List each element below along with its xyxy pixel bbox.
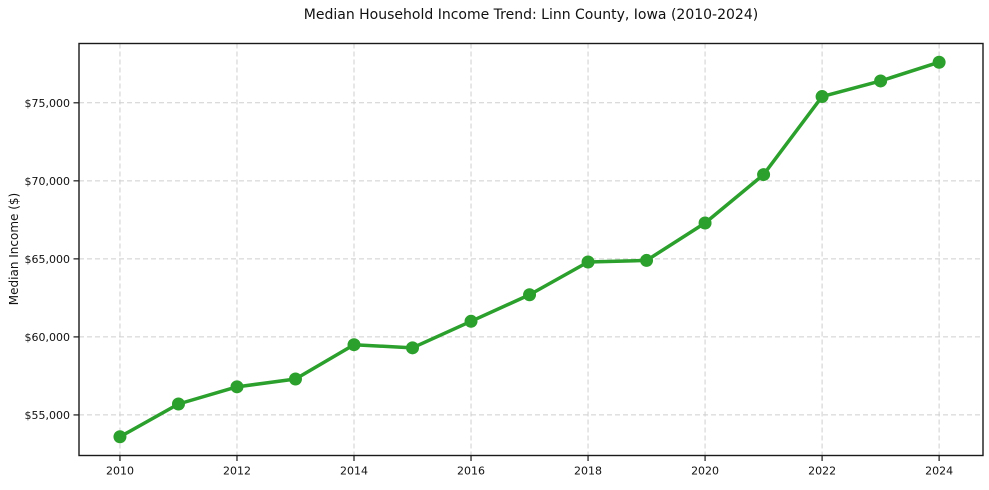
plot-background xyxy=(79,43,983,456)
x-tick-label: 2020 xyxy=(691,465,719,478)
data-point-2017 xyxy=(523,288,537,302)
data-point-2016 xyxy=(464,314,478,328)
data-point-2010 xyxy=(113,430,127,444)
x-tick-label: 2024 xyxy=(925,465,953,478)
data-point-2020 xyxy=(698,216,712,230)
x-tick-label: 2018 xyxy=(574,465,602,478)
x-tick-label: 2012 xyxy=(223,465,251,478)
chart-title: Median Household Income Trend: Linn Coun… xyxy=(303,7,759,23)
data-point-2022 xyxy=(815,90,829,104)
data-point-2024 xyxy=(932,55,946,69)
y-tick-label: $60,000 xyxy=(25,331,71,344)
x-tick-label: 2022 xyxy=(808,465,836,478)
x-tick-label: 2016 xyxy=(457,465,485,478)
data-point-2014 xyxy=(347,338,361,352)
data-point-2019 xyxy=(640,253,654,267)
data-point-2015 xyxy=(406,341,420,355)
data-point-2011 xyxy=(171,397,185,411)
data-point-2018 xyxy=(581,255,595,269)
x-tick-label: 2010 xyxy=(106,465,134,478)
y-tick-label: $65,000 xyxy=(25,253,71,266)
y-tick-label: $75,000 xyxy=(25,97,71,110)
y-tick-label: $70,000 xyxy=(25,175,71,188)
data-point-2013 xyxy=(288,372,302,386)
data-point-2012 xyxy=(230,380,244,394)
axes-spines xyxy=(78,42,984,457)
data-point-2021 xyxy=(757,168,771,182)
x-tick-label: 2014 xyxy=(340,465,368,478)
y-tick-label: $55,000 xyxy=(25,409,71,422)
data-point-2023 xyxy=(874,74,888,88)
